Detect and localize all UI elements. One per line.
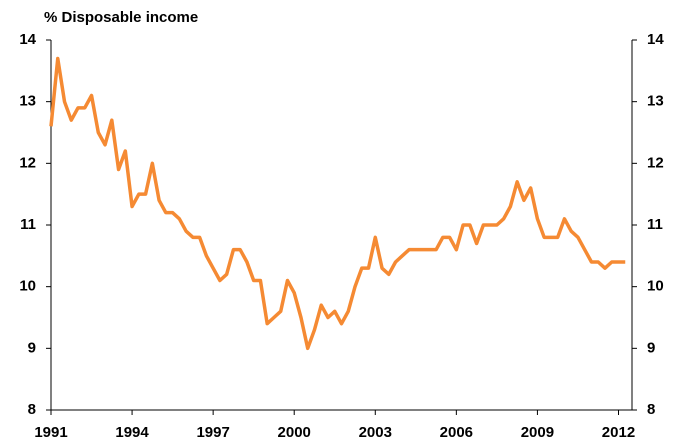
x-tick-label: 2003: [359, 424, 392, 441]
x-tick-label: 2012: [602, 424, 635, 441]
y-tick-label-right: 13: [647, 93, 664, 110]
y-tick-label: 8: [28, 401, 36, 418]
y-tick-label-right: 10: [647, 278, 664, 295]
y-tick-label: 13: [19, 93, 36, 110]
x-tick-label: 2006: [440, 424, 473, 441]
chart-title: % Disposable income: [44, 9, 198, 26]
y-tick-label: 12: [19, 154, 36, 171]
x-tick-label: 1997: [196, 424, 229, 441]
y-tick-label: 14: [19, 31, 36, 48]
x-tick-label: 2009: [521, 424, 554, 441]
y-tick-label-right: 14: [647, 31, 664, 48]
y-tick-label-right: 12: [647, 154, 664, 171]
line: [49, 56, 626, 351]
x-tick-label: 2000: [278, 424, 311, 441]
y-tick-label-right: 8: [647, 401, 655, 418]
y-tick-label: 10: [19, 278, 36, 295]
y-tick-label: 11: [20, 216, 36, 233]
x-tick-label: 1994: [115, 424, 149, 441]
y-tick-label-right: 11: [647, 216, 663, 233]
y-tick-label: 9: [28, 339, 36, 356]
x-tick-label: 1991: [34, 424, 67, 441]
y-tick-label-right: 9: [647, 339, 655, 356]
